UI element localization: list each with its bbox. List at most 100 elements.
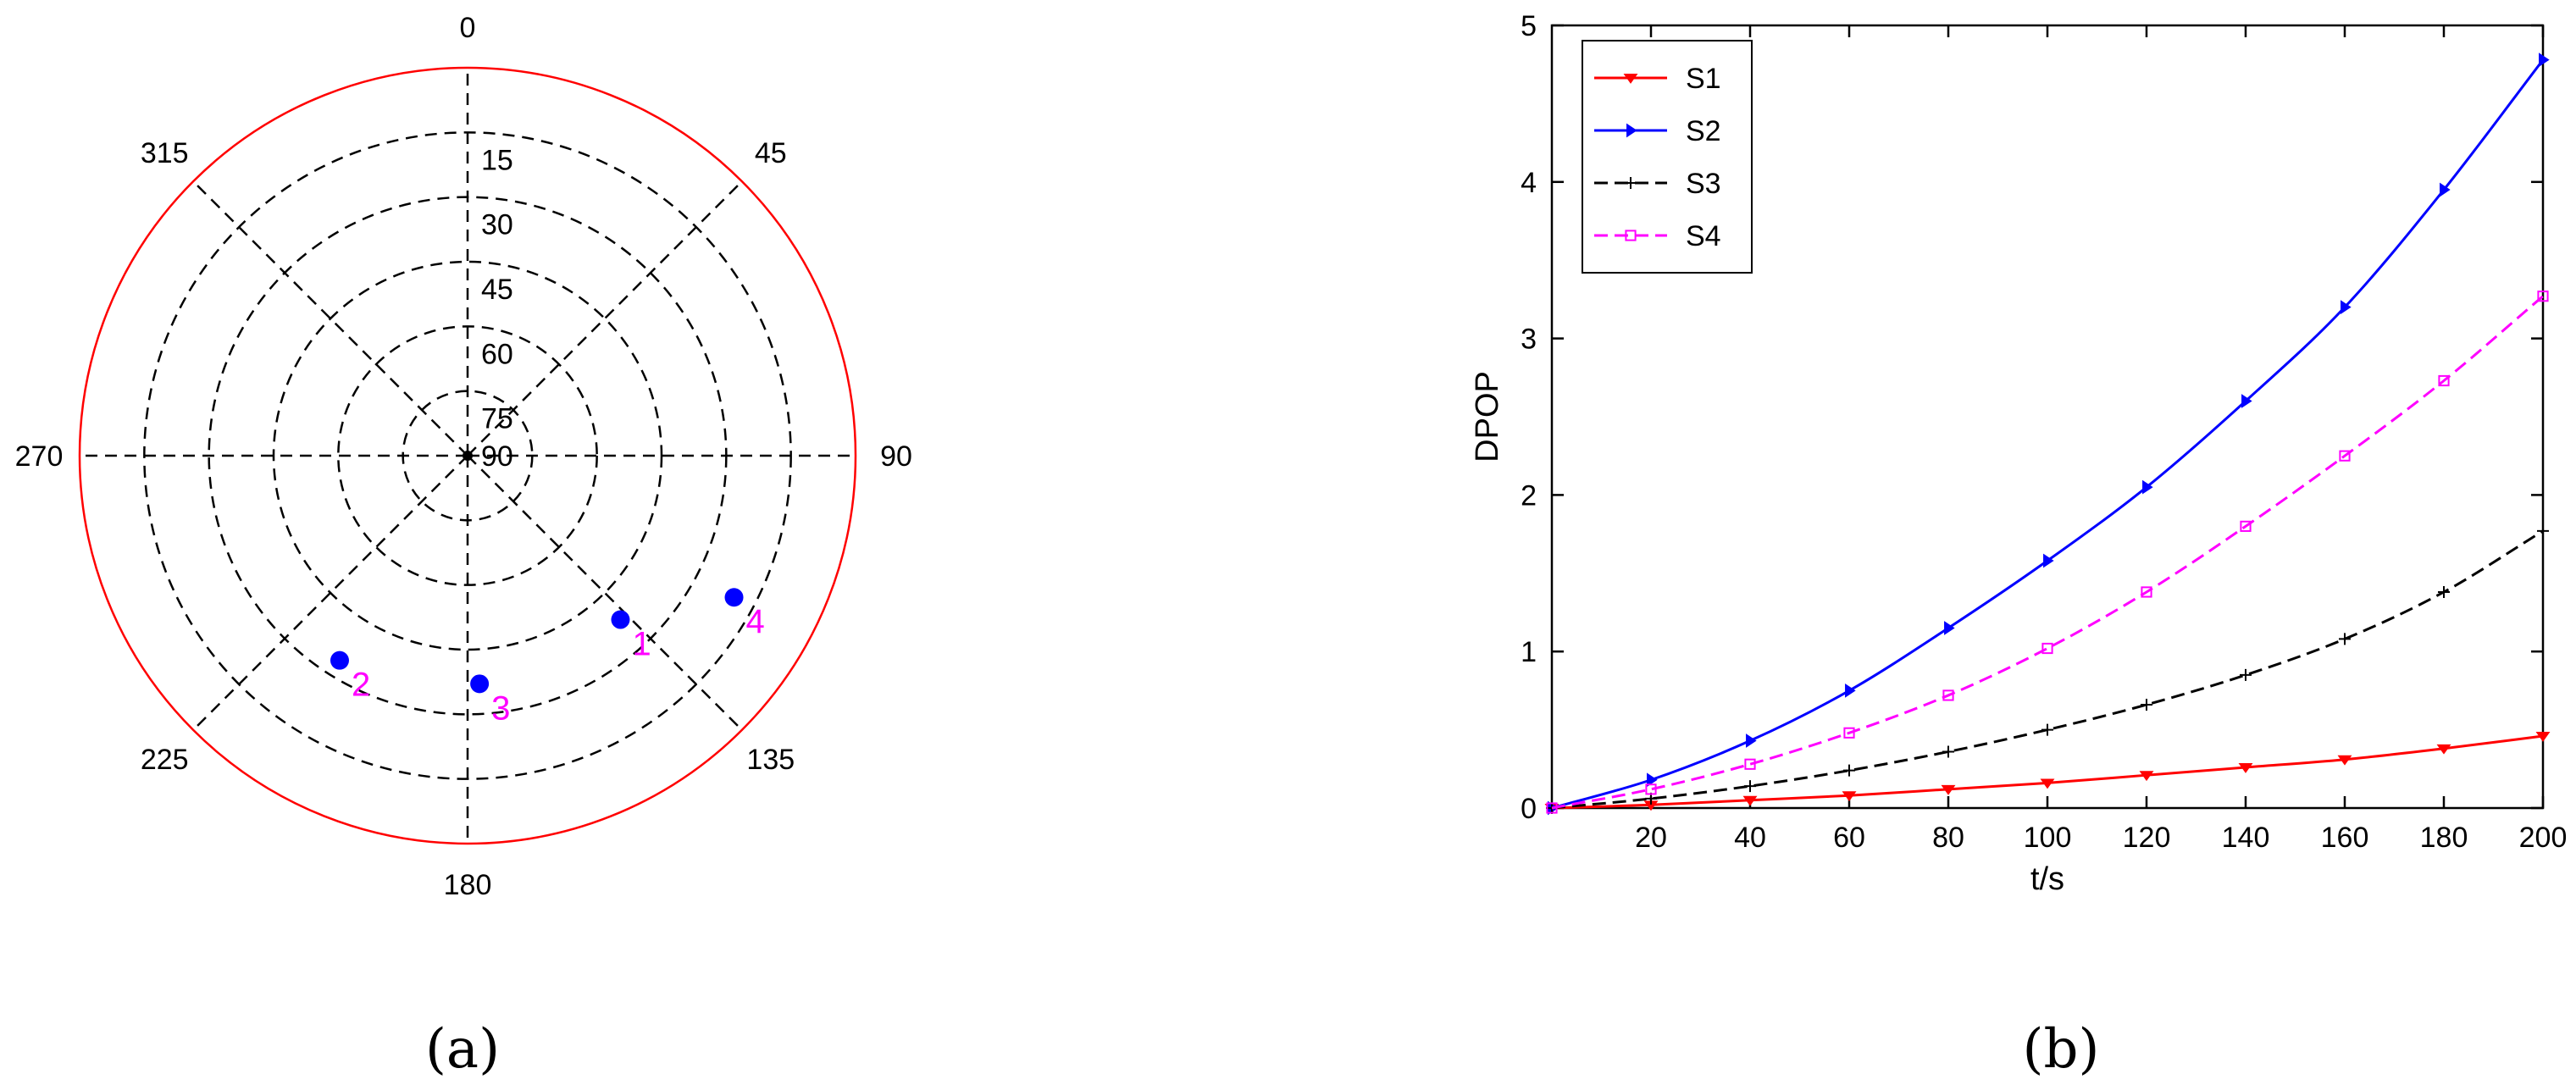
x-tick-label-140: 140 [2222,822,2270,854]
y-tick-label-5: 5 [1521,10,1537,42]
azimuth-label-135: 135 [746,744,795,776]
series-point-S4-200 [2537,291,2549,302]
series-line-S4 [1551,295,2544,810]
legend-box [1582,40,1753,274]
series-point-S3-120 [2141,699,2152,711]
legend-label-S4: S4 [1686,220,1721,252]
satellite-point-4 [724,588,744,607]
x-tick-label-180: 180 [2420,822,2468,854]
series-point-S2-200 [2539,53,2550,68]
elevation-ring-60 [337,325,598,586]
azimuth-label-225: 225 [141,744,189,776]
series-point-S3-200 [2537,524,2549,537]
satellite-point-1 [611,610,630,629]
azimuth-label-45: 45 [755,137,787,169]
series-point-S1-120 [2139,771,2154,782]
series-point-S3-60 [1843,764,1855,777]
series-point-S2-180 [2440,182,2451,197]
satellite-label-1: 1 [632,626,651,663]
legend-label-S3: S3 [1686,168,1721,200]
azimuth-spoke-225 [192,455,468,731]
panel-label-a: (a) [425,1018,500,1081]
polar-skyplot: 0 45 90 135 180 225 270 315 15 30 45 60 75 90 1 2 3 4 [15,12,912,901]
y-axis-label: DPOP [1470,371,1505,462]
elevation-label-60: 60 [481,338,513,370]
elevation-label-75: 75 [481,403,513,435]
y-tick-label-3: 3 [1521,324,1537,356]
azimuth-label-315: 315 [141,137,189,169]
azimuth-label-180: 180 [444,869,492,901]
series-point-S4-0 [1546,802,1558,814]
series-point-S3-40 [1744,780,1756,793]
azimuth-label-0: 0 [460,12,476,44]
x-tick-label-200: 200 [2519,822,2568,854]
x-tick-label-120: 120 [2123,822,2171,854]
x-tick-label-100: 100 [2024,822,2072,854]
series-point-S3-80 [1942,745,1954,758]
series-line-S2 [1551,58,2545,810]
azimuth-spoke-315 [192,180,468,457]
x-tick-label-80: 80 [1932,822,1964,854]
y-tick-label-2: 2 [1521,479,1537,512]
series-point-S2-20 [1647,772,1658,788]
x-tick-label-60: 60 [1833,822,1865,854]
series-point-S1-80 [1941,784,1956,795]
series-point-S3-180 [2438,585,2450,598]
azimuth-label-270: 270 [15,440,64,473]
y-tick-label-0: 0 [1521,793,1537,825]
legend-label-S1: S1 [1686,63,1721,95]
series-point-S1-100 [2040,778,2055,789]
series-point-S2-80 [1944,621,1955,635]
azimuth-spoke-135 [467,455,743,731]
series-S4 [1546,291,2549,814]
x-tick-label-20: 20 [1635,822,1667,854]
x-tick-label-160: 160 [2321,822,2369,854]
series-S3 [1546,524,2549,814]
center-dot [463,451,473,461]
series-point-S4-100 [2041,642,2053,655]
series-point-S2-100 [2043,553,2054,568]
series-point-S1-160 [2337,755,2352,766]
series-point-S3-140 [2240,668,2252,681]
series-point-S1-140 [2238,763,2253,773]
azimuth-spoke-45 [467,180,743,457]
series-point-S3-160 [2339,633,2351,645]
series-point-S4-60 [1843,727,1855,739]
legend-marker-S2 [1626,123,1637,138]
series-point-S4-40 [1744,758,1756,770]
series-point-S2-160 [2341,300,2352,315]
series-point-S2-120 [2142,479,2153,495]
legend-marker-S1 [1623,74,1638,84]
x-axis-label: t/s [2030,861,2064,897]
series-point-S3-100 [2041,723,2053,736]
y-tick-label-4: 4 [1521,167,1537,199]
series-point-S1-40 [1742,795,1758,806]
panel-label-b: (b) [2023,1018,2100,1081]
satellite-point-3 [470,674,490,694]
legend-marker-S3 [1625,177,1637,189]
series-point-S4-80 [1942,689,1954,701]
elevation-ring-45 [272,260,663,651]
series-point-S2-140 [2241,394,2252,408]
satellite-label-3: 3 [491,689,510,727]
satellite-label-4: 4 [746,603,765,640]
legend-marker-S4 [1625,230,1637,241]
elevation-label-30: 30 [481,209,513,241]
series-point-S4-20 [1645,783,1657,795]
series-point-S1-180 [2436,744,2451,755]
elevation-label-15: 15 [481,144,513,176]
satellite-point-2 [330,650,349,670]
series-point-S2-40 [1746,733,1757,748]
outer-circle [78,66,857,845]
series-point-S4-180 [2438,374,2450,387]
azimuth-label-90: 90 [880,440,912,473]
x-tick-label-40: 40 [1734,822,1766,854]
series-point-S2-60 [1845,683,1856,698]
series-point-S1-60 [1842,791,1857,802]
legend-label-S2: S2 [1686,115,1721,147]
dpop-line-chart: 20 40 60 80 100 120 140 160 180 200 0 1 2 3 4 5 t/s DPOP S… [1470,10,2567,897]
elevation-label-90: 90 [481,440,513,473]
y-tick-label-1: 1 [1521,636,1537,668]
series-point-S1-200 [2535,732,2551,742]
